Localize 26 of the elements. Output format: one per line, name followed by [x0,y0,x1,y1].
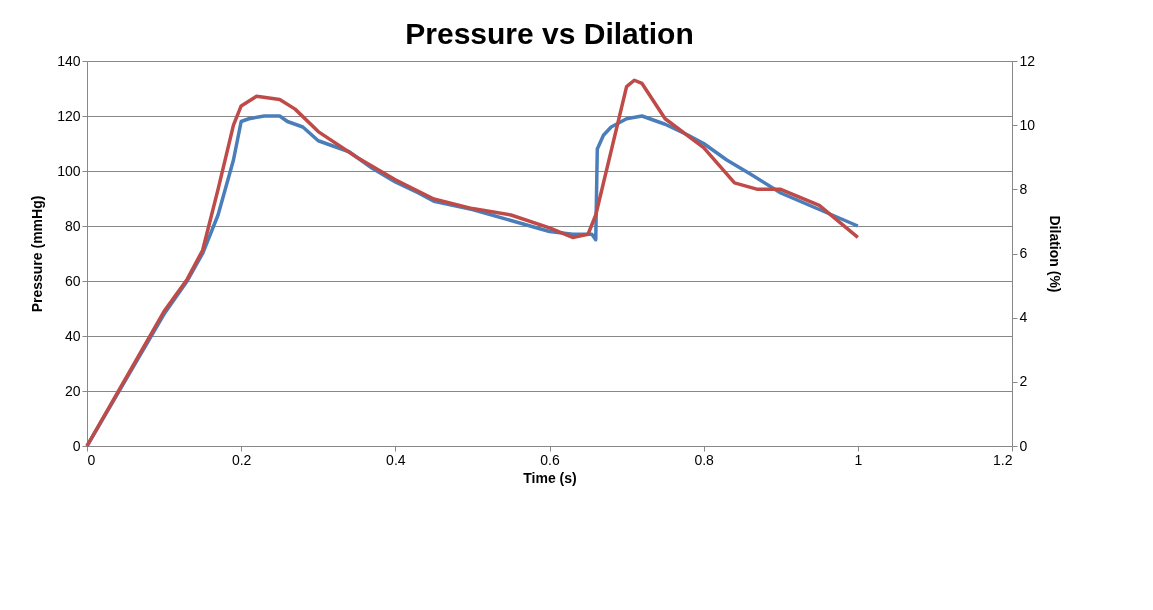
x-tick-label: 0.6 [540,451,560,468]
y2-tick-label: 0 [1019,437,1028,454]
y-tick-label: 100 [57,162,81,179]
x-tick-label: 0.8 [694,451,715,468]
y-tick-label: 40 [64,327,81,344]
y2-tick-label: 6 [1019,245,1028,261]
y2-tick-label: 8 [1019,180,1028,197]
y2-axis-title: Dilation (%) [1047,215,1064,293]
x-tick-label: 0 [87,451,96,468]
y2-tick-label: 12 [1019,52,1036,69]
y2-tick-label: 4 [1019,309,1028,326]
y-tick-label: 120 [57,107,81,124]
x-tick-label: 0.2 [231,451,252,468]
x-axis-title: Time (s) [523,469,577,486]
x-tick-label: 0.4 [386,451,406,468]
x-tick-label: 1 [854,451,863,468]
y2-tick-label: 10 [1019,116,1036,133]
x-tick-label: 1.2 [993,451,1013,468]
y-axis-title: Pressure (mmHg) [29,195,46,313]
y-tick-label: 140 [57,52,81,69]
chart-title: Pressure vs Dilation [405,17,694,50]
y-tick-label: 20 [64,382,81,399]
y-tick-label: 60 [64,272,81,289]
y2-tick-label: 2 [1019,373,1028,390]
y-tick-label: 80 [64,217,81,234]
y-tick-label: 0 [72,437,81,454]
